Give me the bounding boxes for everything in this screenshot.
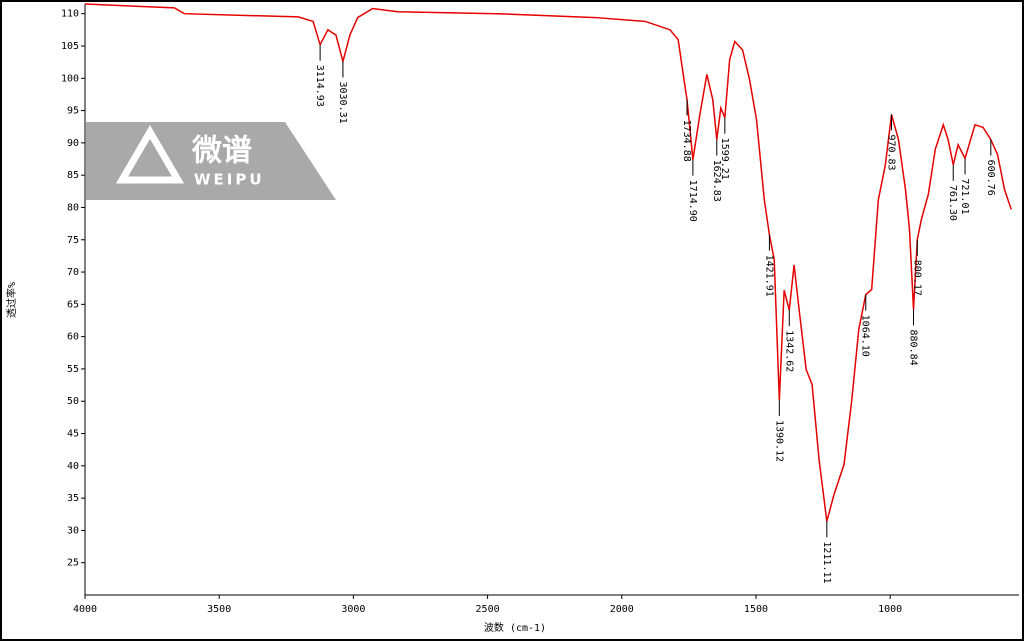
peak-label: 1211.11 <box>821 541 832 583</box>
y-tick-label: 70 <box>67 267 79 278</box>
watermark-logo <box>115 125 185 184</box>
y-tick-label: 25 <box>67 558 79 569</box>
y-tick-label: 80 <box>67 202 79 213</box>
y-tick-label: 40 <box>67 461 79 472</box>
y-tick-label: 100 <box>61 73 79 84</box>
peak-label: 1390.12 <box>773 420 784 462</box>
x-tick-label: 1500 <box>744 604 768 615</box>
x-tick-label: 3500 <box>207 604 231 615</box>
peak-label: 1064.10 <box>860 315 871 357</box>
y-tick-label: 105 <box>61 41 79 52</box>
y-tick-label: 50 <box>67 396 79 407</box>
peak-label: 1624.83 <box>711 160 722 202</box>
x-tick-label: 1000 <box>878 604 902 615</box>
peak-label: 970.83 <box>886 134 897 170</box>
spectrum-line <box>84 3 1012 522</box>
peak-label: 761.30 <box>947 185 958 221</box>
y-tick-label: 85 <box>67 170 79 181</box>
x-tick-label: 2500 <box>476 604 500 615</box>
y-tick-label: 45 <box>67 429 79 440</box>
y-tick-label: 90 <box>67 138 79 149</box>
watermark-title: 微谱 <box>191 134 252 169</box>
y-axis-label: 透过率% <box>5 282 18 318</box>
watermark-subtitle: WEIPU <box>194 171 265 189</box>
x-tick-label: 3000 <box>341 604 365 615</box>
x-axis-label: 波数 (cm-1) <box>484 621 546 634</box>
peak-label: 3030.31 <box>337 81 348 123</box>
y-tick-label: 35 <box>67 493 79 504</box>
peak-label: 3114.93 <box>314 65 325 107</box>
y-tick-label: 75 <box>67 235 79 246</box>
peak-label: 600.76 <box>985 160 996 196</box>
peak-label: 1421.91 <box>763 255 774 297</box>
y-tick-label: 110 <box>61 9 79 20</box>
x-tick-label: 4000 <box>73 604 97 615</box>
y-tick-label: 65 <box>67 299 79 310</box>
peak-label: 1734.88 <box>681 120 692 162</box>
y-tick-label: 60 <box>67 332 79 343</box>
peak-label: 880.84 <box>908 330 919 366</box>
x-tick-label: 2000 <box>610 604 634 615</box>
y-tick-label: 55 <box>67 364 79 375</box>
peak-label: 800.17 <box>911 260 922 296</box>
peak-label: 1714.90 <box>687 180 698 222</box>
peak-label: 1599.21 <box>719 138 730 180</box>
y-tick-label: 30 <box>67 525 79 536</box>
peak-label: 721.01 <box>959 178 970 214</box>
y-tick-label: 95 <box>67 106 79 117</box>
peak-label: 1342.62 <box>783 330 794 372</box>
